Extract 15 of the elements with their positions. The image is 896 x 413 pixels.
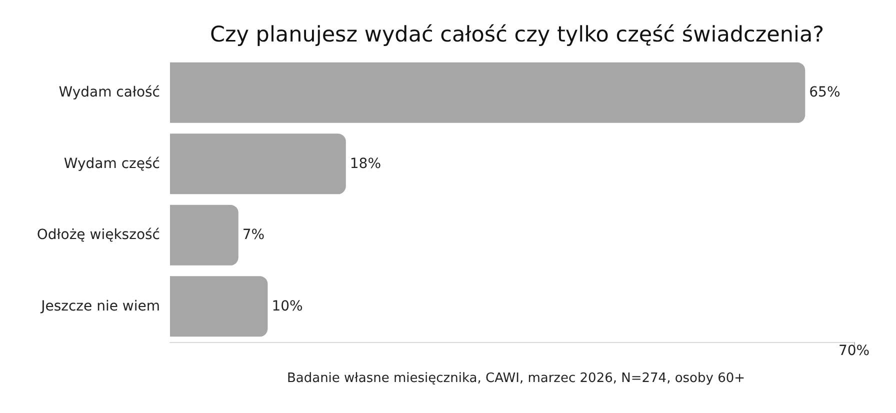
data-label: 7%	[242, 227, 265, 244]
y-tick-label: Jeszcze nie wiem	[40, 298, 160, 314]
chart-title: Czy planujesz wydać całość czy tylko część świadczenia?	[210, 22, 824, 48]
bar	[170, 134, 346, 194]
y-tick-label: Wydam część	[64, 156, 160, 172]
bar	[170, 204, 238, 266]
y-tick-label: Wydam całość	[58, 84, 160, 101]
bar	[170, 62, 806, 123]
data-label: 10%	[272, 298, 303, 314]
data-label: 18%	[350, 156, 382, 172]
text: Badanie własne miesięcznika, CAWI, marzec 2026, N=274, osoby 60+	[286, 371, 746, 386]
x-tick-label: 70%	[838, 343, 870, 359]
bar	[170, 276, 268, 337]
y-tick-label: Odłożę większość	[36, 227, 160, 244]
data-label: 65%	[809, 84, 840, 101]
